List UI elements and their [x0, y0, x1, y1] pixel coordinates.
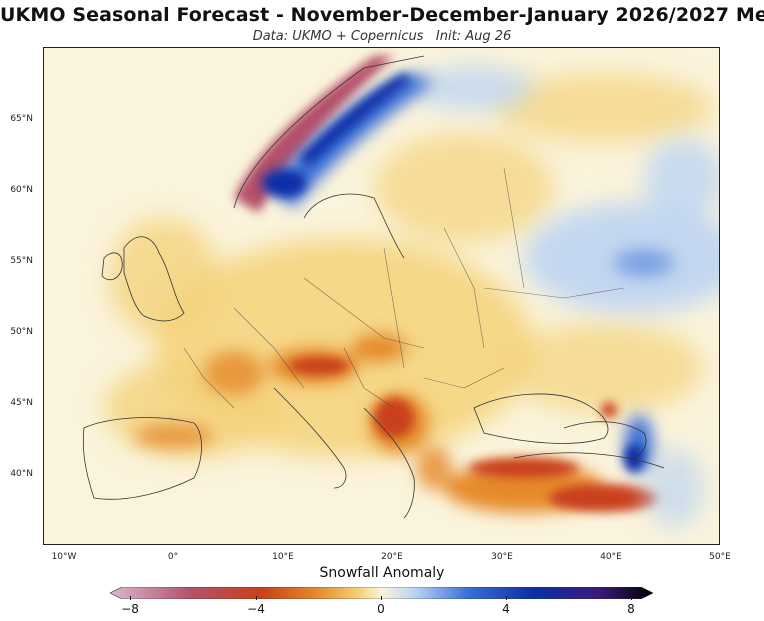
lon-label-0: 0° [167, 552, 179, 562]
map-panel [43, 47, 720, 545]
coastlines [82, 55, 665, 519]
colorbar-label-8: 8 [627, 602, 635, 616]
colorbar-label-4: 4 [502, 602, 510, 616]
lat-label-50: 50°N [10, 327, 33, 337]
colorbar-label-neg8: −8 [121, 602, 139, 616]
colorbar-label-0: 0 [377, 602, 385, 616]
lat-label-60: 60°N [10, 185, 33, 195]
negative-field [289, 357, 659, 512]
positive-field [269, 73, 674, 471]
lon-label-10w: 10°W [51, 552, 77, 562]
country-borders [183, 167, 625, 409]
colorbar-tick-neg8 [130, 596, 131, 600]
lon-label-40e: 40°E [600, 552, 622, 562]
colorbar-title: Snowfall Anomaly [319, 565, 445, 581]
lon-label-50e: 50°E [709, 552, 731, 562]
colorbar-tick-8 [631, 596, 632, 600]
colorbar-tick-4 [506, 596, 507, 600]
lon-label-10e: 10°E [272, 552, 294, 562]
colorbar [109, 584, 654, 600]
lon-label-30e: 30°E [491, 552, 513, 562]
chart-subtitle: Data: UKMO + Copernicus Init: Aug 26 [252, 29, 512, 44]
colorbar-tick-neg4 [256, 596, 257, 600]
colorbar-label-neg4: −4 [247, 602, 265, 616]
lat-label-65: 65°N [10, 114, 33, 124]
anomaly-map [44, 48, 719, 544]
lon-label-20e: 20°E [381, 552, 403, 562]
lat-label-55: 55°N [10, 256, 33, 266]
colorbar-tick-0 [381, 596, 382, 600]
lat-label-45: 45°N [10, 398, 33, 408]
lat-label-40: 40°N [10, 469, 33, 479]
chart-title: UKMO Seasonal Forecast - November-Decemb… [0, 4, 764, 26]
